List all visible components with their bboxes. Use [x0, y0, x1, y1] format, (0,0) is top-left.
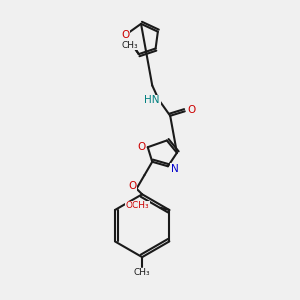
Text: CH₃: CH₃: [122, 40, 138, 50]
Text: O: O: [188, 105, 196, 115]
Text: N: N: [171, 164, 178, 173]
Text: O: O: [128, 182, 136, 191]
Text: OCH₃: OCH₃: [125, 201, 149, 210]
Text: O: O: [137, 142, 145, 152]
Text: O: O: [121, 30, 129, 40]
Text: HN: HN: [145, 95, 160, 105]
Text: CH₃: CH₃: [134, 268, 151, 277]
